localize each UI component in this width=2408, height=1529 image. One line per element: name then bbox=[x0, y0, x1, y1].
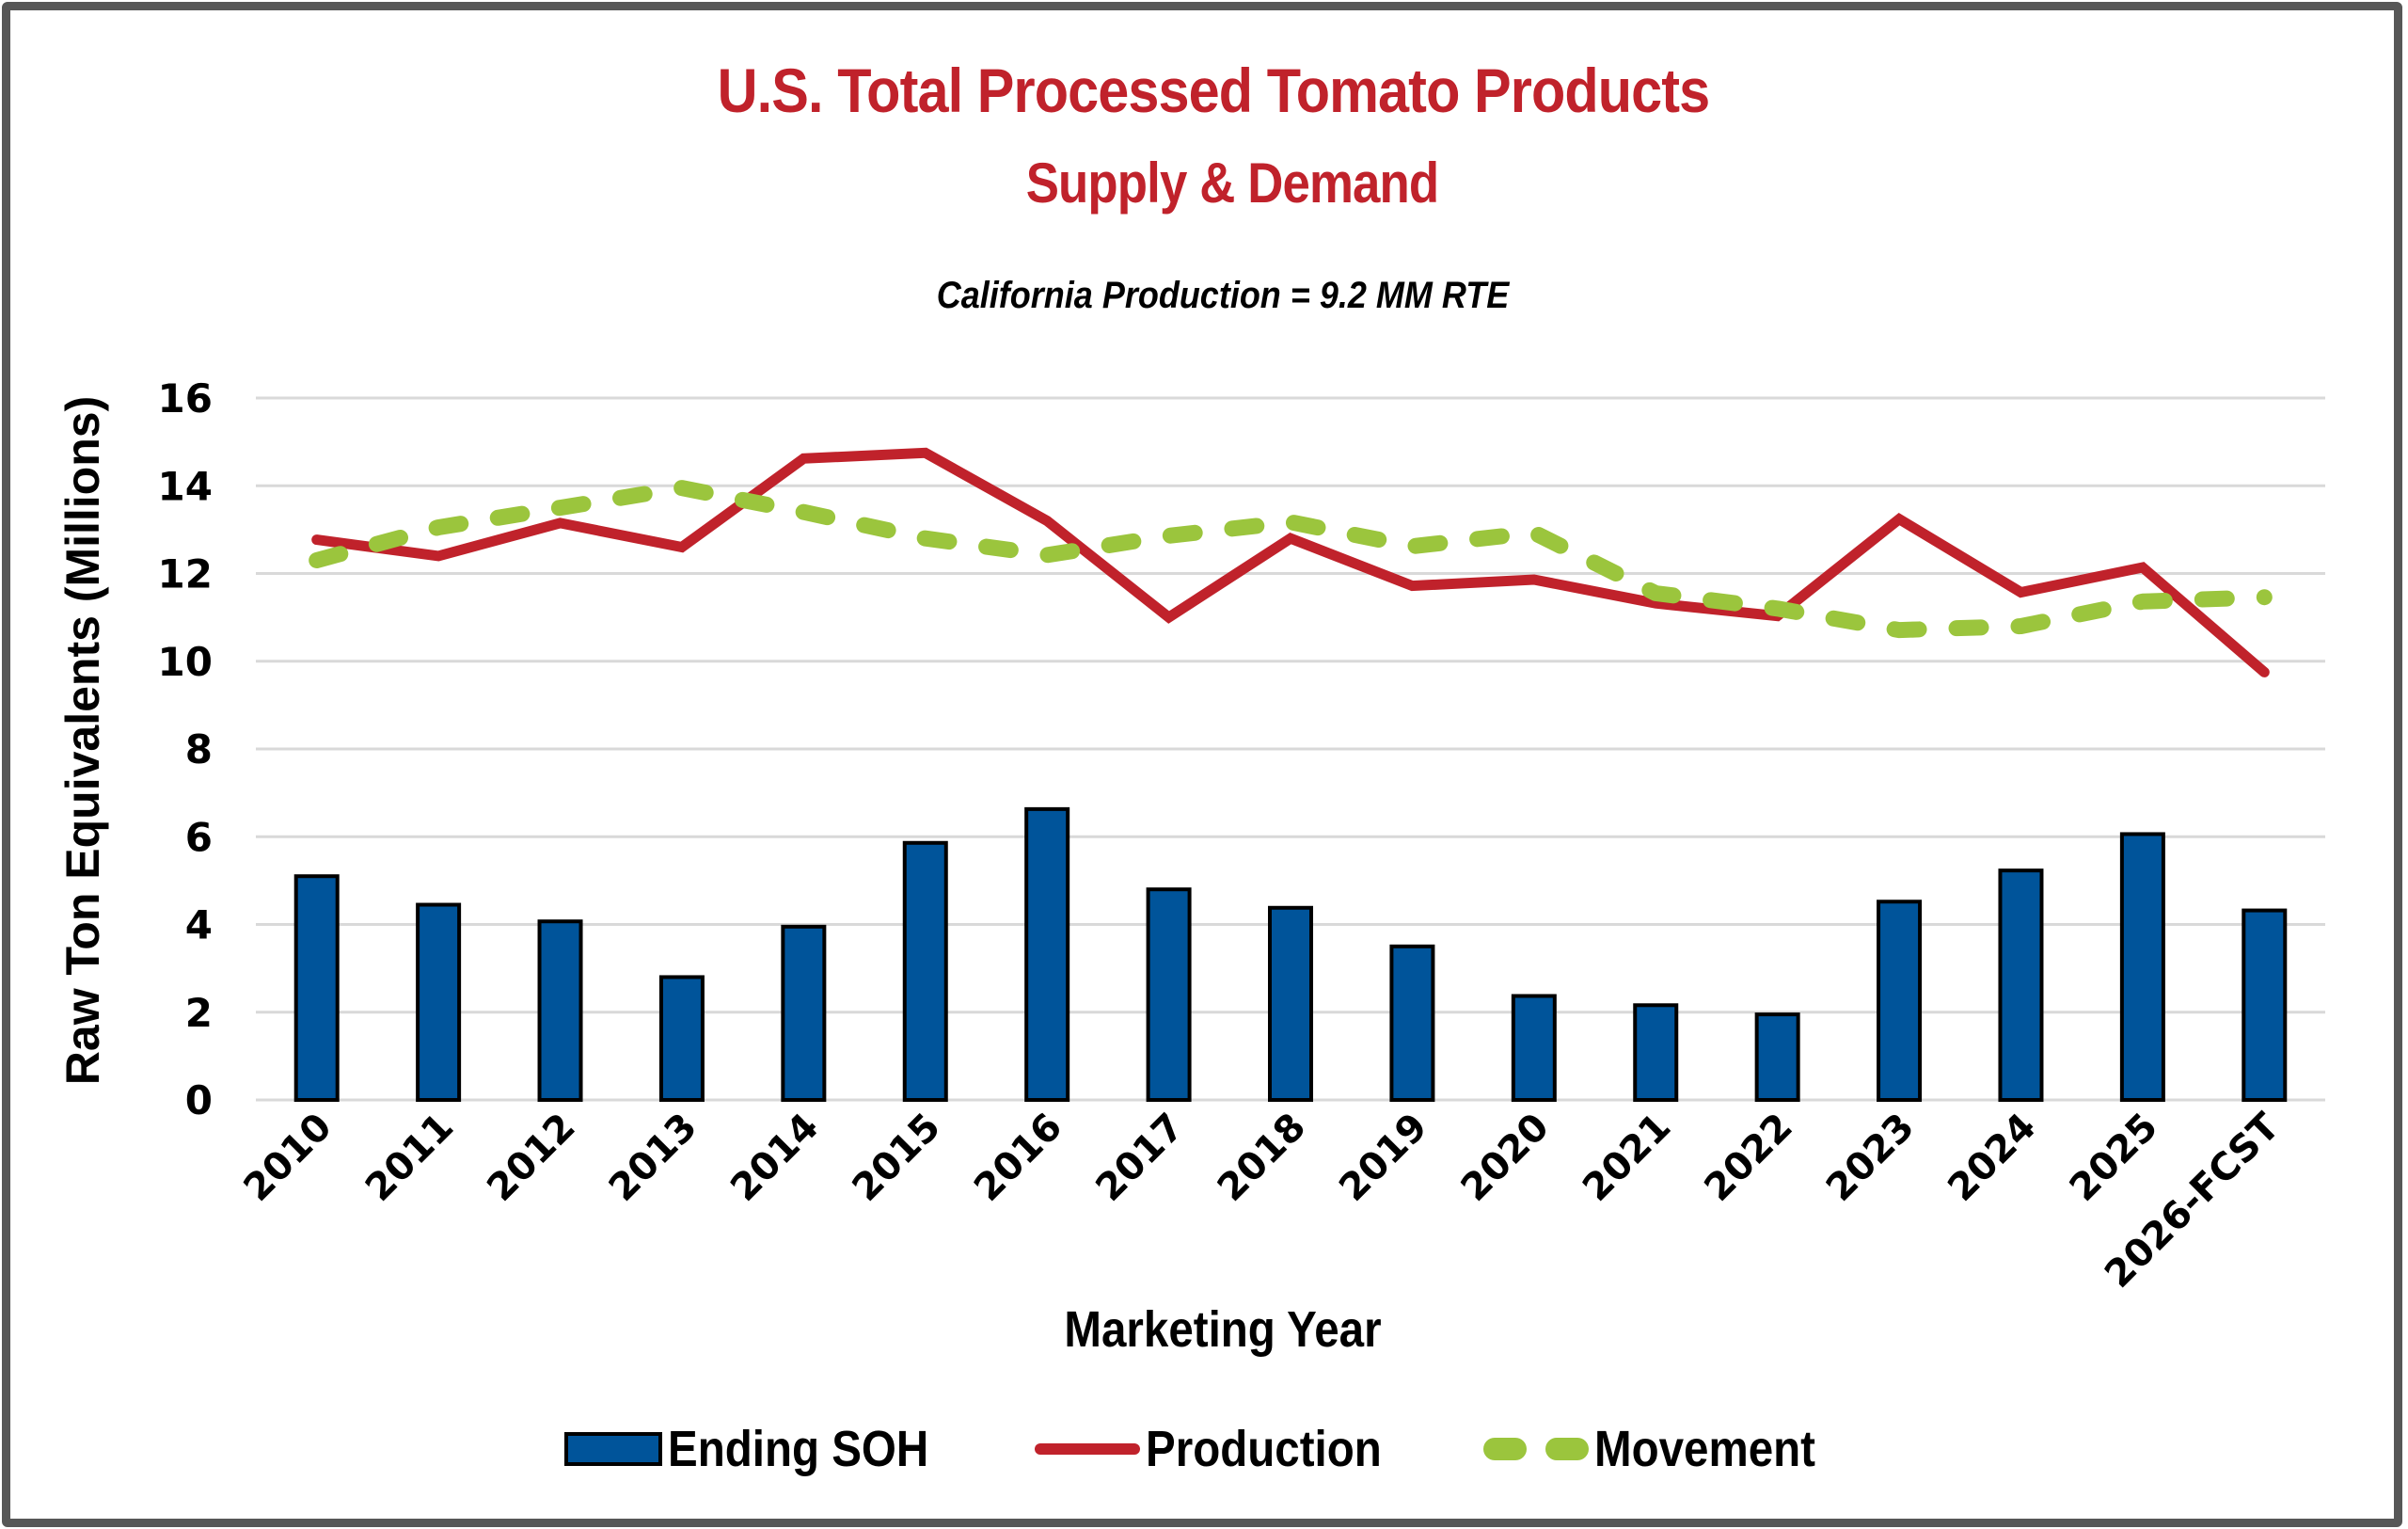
y-tick-label: 0 bbox=[185, 1077, 213, 1123]
x-tick-label: 2015 bbox=[845, 1106, 949, 1210]
x-tick-label: 2014 bbox=[722, 1106, 827, 1210]
chart-title: U.S. Total Processed Tomato Products bbox=[717, 56, 1711, 125]
legend-item-production: Production bbox=[1035, 1416, 1414, 1482]
line-movement bbox=[309, 480, 2273, 639]
y-tick-label: 8 bbox=[185, 726, 213, 772]
x-tick-label: 2013 bbox=[601, 1106, 705, 1210]
chart-subtitle: Supply & Demand bbox=[1025, 151, 1439, 215]
y-tick-label: 2 bbox=[185, 990, 213, 1036]
bar bbox=[1511, 994, 1557, 1103]
y-tick-label: 16 bbox=[158, 375, 213, 422]
x-tick-label: 2025 bbox=[2062, 1106, 2166, 1210]
line-production bbox=[311, 447, 2270, 677]
legend-item-ending-soh: Ending SOH bbox=[564, 1416, 964, 1482]
x-axis-title: Marketing Year bbox=[1064, 1301, 1382, 1358]
x-tick-label: 2022 bbox=[1696, 1106, 1800, 1210]
bar bbox=[1146, 887, 1192, 1103]
bar-swatch-icon bbox=[564, 1432, 662, 1466]
x-tick-label: 2019 bbox=[1331, 1106, 1435, 1210]
x-tick-label: 2010 bbox=[236, 1106, 341, 1210]
x-tick-label: 2018 bbox=[1210, 1106, 1314, 1210]
x-tick-label: 2023 bbox=[1818, 1106, 1923, 1210]
bar bbox=[2242, 908, 2288, 1103]
bar bbox=[1024, 806, 1070, 1102]
bar bbox=[1633, 1003, 1679, 1103]
chart-annotation: California Production = 9.2 MM RTE bbox=[936, 275, 1510, 316]
bar bbox=[1754, 1012, 1800, 1103]
x-tick-label: 2011 bbox=[357, 1106, 462, 1210]
line-series bbox=[309, 447, 2273, 677]
bar bbox=[1389, 944, 1435, 1102]
x-tick-label: 2012 bbox=[479, 1106, 583, 1210]
y-tick-label: 14 bbox=[158, 463, 213, 509]
legend-label: Production bbox=[1146, 1421, 1382, 1477]
x-tick-label: 2021 bbox=[1575, 1106, 1679, 1210]
bar bbox=[1877, 900, 1923, 1102]
bar bbox=[902, 840, 948, 1103]
solid-line-swatch-icon bbox=[1035, 1443, 1140, 1455]
y-tick-label: 6 bbox=[185, 814, 213, 860]
y-tick-label: 10 bbox=[158, 639, 213, 685]
y-tick-label: 4 bbox=[185, 902, 213, 948]
bar bbox=[781, 924, 827, 1102]
y-tick-labels: 0 2 4 6 8 10 12 14 16 bbox=[158, 375, 213, 1123]
bar bbox=[416, 902, 462, 1102]
y-axis-title: Raw Ton Equivalents (Millions) bbox=[56, 395, 109, 1086]
bar bbox=[1998, 868, 2044, 1102]
x-tick-label: 2016 bbox=[966, 1106, 1070, 1210]
bar bbox=[2119, 832, 2165, 1102]
x-tick-label: 2017 bbox=[1087, 1106, 1192, 1210]
x-tick-label: 2020 bbox=[1453, 1106, 1558, 1210]
y-tick-label: 12 bbox=[158, 551, 213, 597]
bar bbox=[1268, 905, 1313, 1102]
legend-item-movement: Movement bbox=[1483, 1416, 1846, 1482]
legend-label: Ending SOH bbox=[668, 1421, 929, 1477]
bar bbox=[537, 919, 583, 1103]
dashed-line-swatch-icon bbox=[1483, 1438, 1589, 1460]
x-tick-labels: 2010 2011 2012 2013 2014 2015 2016 2017 2018 2019… bbox=[236, 1105, 2289, 1297]
legend-label: Movement bbox=[1594, 1421, 1816, 1477]
x-tick-label: 2024 bbox=[1940, 1106, 2044, 1210]
bar-series-ending-soh bbox=[293, 806, 2288, 1103]
legend: Ending SOH Production Movement bbox=[0, 1416, 2408, 1482]
bar bbox=[658, 975, 705, 1102]
bar bbox=[293, 874, 340, 1103]
